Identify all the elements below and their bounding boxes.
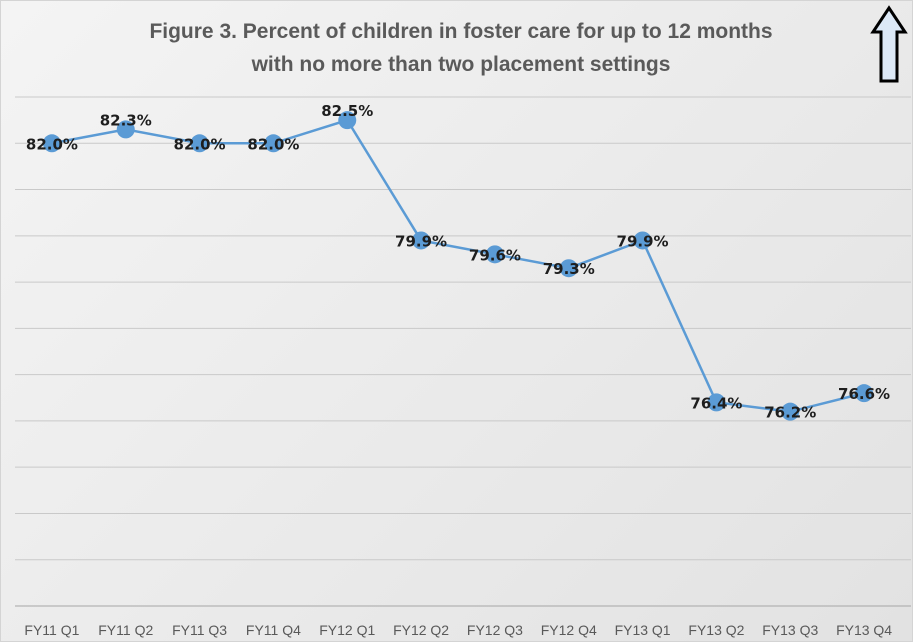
x-tick-label-3: FY11 Q3 [172,622,227,638]
chart-title: Figure 3. Percent of children in foster … [61,15,861,81]
data-label-6: 79.9% [395,232,447,250]
x-tick-label-11: FY13 Q3 [762,622,818,638]
data-point-marker-2 [116,120,135,139]
data-label-10: 76.4% [690,394,742,412]
data-point-marker-10 [707,393,726,412]
data-point-marker-5 [338,111,357,130]
x-tick-label-4: FY11 Q4 [246,622,301,638]
x-tick-label-12: FY13 Q4 [836,622,892,638]
data-point-marker-1 [42,134,61,153]
data-labels: 82.0% 82.3% 82.0% 82.0% 82.5% 79.9% 79.6% 79.3%… [26,102,890,422]
x-tick-label-8: FY12 Q4 [541,622,597,638]
chart-title-line-2: with no more than two placement settings [251,53,671,76]
data-label-9: 79.9% [617,232,669,250]
series-line [51,118,865,413]
markers [42,111,874,421]
data-label-11: 76.2% [764,404,816,422]
data-label-7: 79.6% [469,246,521,264]
x-tick-label-1: FY11 Q1 [24,622,79,638]
data-point-marker-12 [855,384,874,403]
data-point-marker-9 [633,231,652,250]
x-tick-labels: FY11 Q1 FY11 Q2 FY11 Q3 FY11 Q4 FY12 Q1 FY12 … [24,622,892,638]
data-point-marker-3 [190,134,209,153]
data-label-4: 82.0% [247,135,299,153]
data-label-12: 76.6% [838,385,890,403]
chart-title-line-1: Figure 3. Percent of children in foster … [149,20,773,43]
data-label-8: 79.3% [543,260,595,278]
x-tick-label-9: FY13 Q1 [615,622,671,638]
x-tick-label-5: FY12 Q1 [319,622,375,638]
data-label-3: 82.0% [174,135,226,153]
series-line-layer [51,118,865,413]
data-label-2: 82.3% [100,111,152,129]
x-tick-label-10: FY13 Q2 [688,622,744,638]
data-label-5: 82.5% [321,102,373,120]
x-tick-label-6: FY12 Q2 [393,622,449,638]
data-label-1: 82.0% [26,135,78,153]
x-tick-label-7: FY12 Q3 [467,622,523,638]
up-arrow-icon [870,5,908,83]
data-point-marker-11 [781,402,800,421]
data-point-marker-7 [485,245,504,264]
gridlines [15,96,911,607]
data-point-marker-4 [264,134,283,153]
x-tick-label-2: FY11 Q2 [98,622,153,638]
data-point-marker-6 [412,231,431,250]
data-point-marker-8 [559,259,578,278]
